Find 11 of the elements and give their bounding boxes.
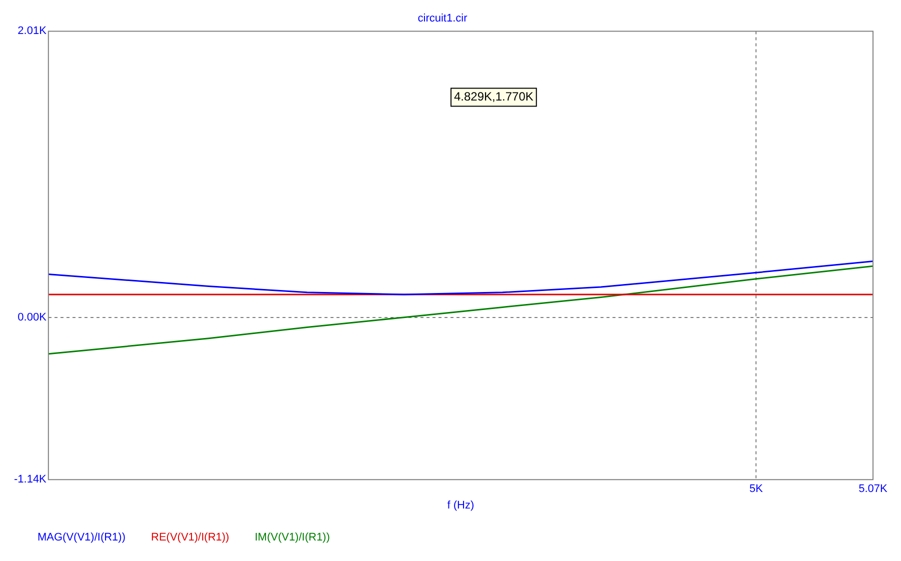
x-tick-label: 5.07K: [858, 483, 888, 496]
x-tick-label: 5K: [749, 483, 764, 496]
y-tick-label: -1.14K: [14, 474, 48, 486]
text: MAG(V(V1)/I(R1)): [38, 532, 126, 544]
y-tick-label: 0.00K: [18, 311, 48, 324]
chart-title: circuit1.cir: [418, 12, 468, 25]
y-tick-label: 2.01K: [18, 25, 48, 38]
annotation: 4.829K,1.770K: [454, 90, 534, 104]
x-axis-title: f (Hz): [447, 499, 474, 512]
text: IM(V(V1)/I(R1)): [254, 532, 330, 544]
text: RE(V(V1)/I(R1)): [151, 532, 230, 544]
